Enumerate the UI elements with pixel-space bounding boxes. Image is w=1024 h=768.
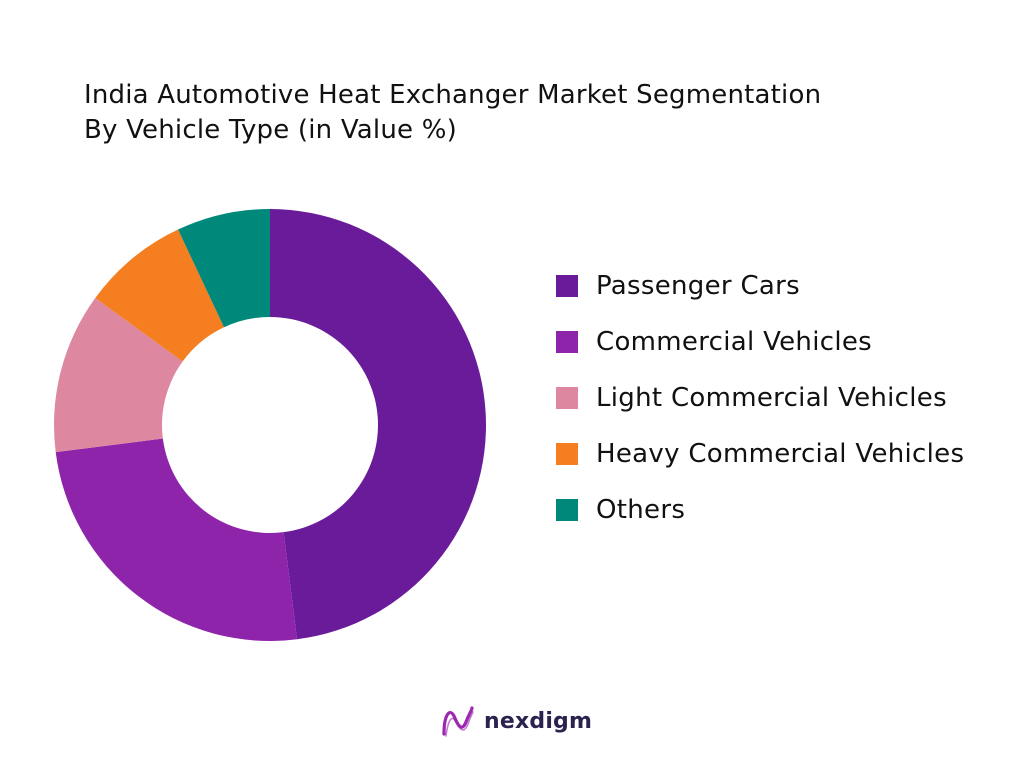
legend-label: Light Commercial Vehicles [596, 383, 947, 413]
donut-slice-light-commercial-vehicles [53, 298, 183, 453]
donut-slice-passenger-cars [270, 209, 487, 640]
chart-subtitle: By Vehicle Type (in Value %) [84, 115, 457, 145]
donut-slice-others [178, 209, 270, 328]
legend-label: Others [596, 495, 686, 525]
legend-swatch [556, 443, 578, 465]
nexdigm-wave-logo-icon [442, 706, 474, 737]
legend-swatch [556, 387, 578, 409]
legend-label: Heavy Commercial Vehicles [596, 439, 965, 469]
chart-title: India Automotive Heat Exchanger Market S… [84, 80, 822, 110]
legend-item-commercial-vehicles: Commercial Vehicles [556, 314, 964, 370]
legend-label: Commercial Vehicles [596, 327, 872, 357]
legend-swatch [556, 275, 578, 297]
legend-swatch [556, 499, 578, 521]
legend-swatch [556, 331, 578, 353]
legend-item-others: Others [556, 482, 964, 538]
legend-item-passenger-cars: Passenger Cars [556, 258, 964, 314]
chart-legend: Passenger Cars Commercial Vehicles Light C… [556, 258, 964, 538]
brand-footer: nexdigm [440, 704, 592, 738]
donut-chart [53, 209, 487, 641]
donut-slice-commercial-vehicles [55, 438, 298, 641]
legend-item-light-commercial-vehicles: Light Commercial Vehicles [556, 370, 964, 426]
brand-name: nexdigm [484, 708, 593, 734]
chart-title-block: India Automotive Heat Exchanger Market S… [84, 78, 984, 148]
donut-slice-heavy-commercial-vehicles [95, 229, 225, 362]
legend-label: Passenger Cars [596, 271, 800, 301]
legend-item-heavy-commercial-vehicles: Heavy Commercial Vehicles [556, 426, 964, 482]
